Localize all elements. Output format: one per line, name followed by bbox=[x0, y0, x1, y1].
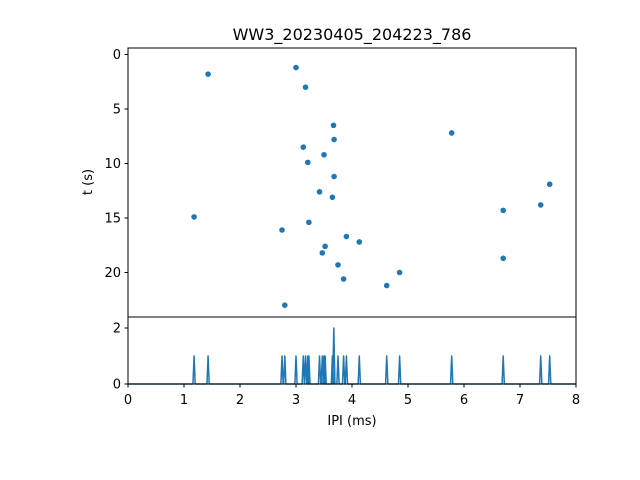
histogram-x-tick-label: 1 bbox=[180, 393, 188, 408]
scatter-y-tick-label: 0 bbox=[113, 48, 121, 63]
histogram-x-tick-label: 5 bbox=[404, 393, 412, 408]
scatter-point bbox=[396, 269, 403, 276]
scatter-point bbox=[329, 194, 336, 201]
histogram-x-tick-label: 4 bbox=[348, 393, 356, 408]
scatter-y-tick-label: 5 bbox=[113, 103, 121, 118]
scatter-y-tick-label: 15 bbox=[104, 212, 121, 227]
scatter-point bbox=[302, 84, 309, 90]
scatter-point bbox=[316, 189, 323, 195]
y-axis-label: t (s) bbox=[81, 169, 96, 195]
scatter-point bbox=[205, 71, 211, 77]
scatter-point bbox=[319, 250, 326, 256]
scatter-point bbox=[546, 181, 553, 188]
scatter-point bbox=[331, 173, 337, 180]
scatter-point bbox=[356, 239, 363, 245]
histogram-x-tick-label: 7 bbox=[516, 393, 524, 408]
scatter-y-ticks: 0 5 10 15 20 bbox=[104, 48, 128, 281]
scatter-point bbox=[537, 202, 544, 208]
scatter-point bbox=[500, 255, 507, 262]
scatter-point bbox=[448, 130, 455, 136]
scatter-point bbox=[335, 262, 341, 268]
histogram-x-tick-label: 6 bbox=[460, 393, 468, 408]
scatter-point bbox=[300, 144, 307, 150]
scatter-point bbox=[322, 243, 328, 250]
scatter-point bbox=[279, 227, 285, 233]
scatter-point bbox=[343, 233, 350, 240]
chart-title: WW3_20230405_204223_786 bbox=[233, 25, 472, 45]
histogram-x-tick-label: 2 bbox=[236, 393, 244, 408]
scatter-point bbox=[321, 151, 327, 158]
scatter-y-tick-label: 10 bbox=[104, 157, 121, 172]
scatter-point bbox=[331, 136, 337, 143]
scatter-point bbox=[383, 282, 390, 289]
histogram-y-tick-label: 0 bbox=[113, 378, 121, 393]
histogram-y-ticks: 02 bbox=[113, 322, 128, 393]
scatter-point bbox=[282, 302, 288, 309]
scatter-y-tick-label: 20 bbox=[104, 266, 121, 281]
histogram-x-tick-label: 8 bbox=[572, 393, 580, 408]
scatter-point bbox=[500, 207, 507, 214]
scatter-point bbox=[340, 276, 347, 282]
scatter-point bbox=[306, 219, 312, 226]
scatter-point bbox=[304, 159, 311, 166]
scatter-points bbox=[191, 64, 553, 309]
scatter-point bbox=[293, 64, 299, 71]
scatter-point bbox=[191, 214, 197, 220]
histogram-x-tick-label: 3 bbox=[292, 393, 300, 408]
histogram-x-tick-label: 0 bbox=[124, 393, 132, 408]
histogram-x-ticks: 0 1 2 3 4 5 6 7 8 bbox=[124, 384, 580, 408]
scatter-point bbox=[330, 122, 337, 129]
histogram-y-tick-label: 2 bbox=[113, 322, 121, 337]
x-axis-label: IPI (ms) bbox=[327, 414, 376, 429]
